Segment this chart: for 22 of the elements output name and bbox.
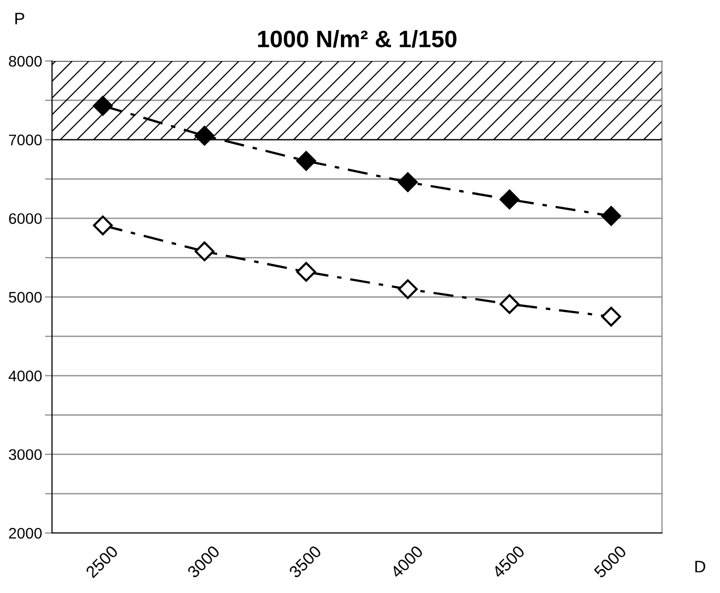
point bbox=[398, 172, 418, 192]
point bbox=[500, 190, 520, 210]
x-axis-title: D bbox=[695, 560, 706, 572]
chart-title: 1000 N/m² & 1/150 bbox=[258, 30, 456, 48]
y-tick-label: 8000 bbox=[8, 56, 42, 67]
point bbox=[398, 279, 418, 300]
point bbox=[500, 294, 520, 314]
point bbox=[296, 151, 316, 171]
y-tick-label: 5000 bbox=[8, 292, 42, 303]
y-tick-label: 2000 bbox=[9, 528, 42, 539]
y-tick-label: 4000 bbox=[8, 370, 42, 382]
point bbox=[92, 96, 113, 116]
point bbox=[194, 241, 214, 262]
point bbox=[601, 206, 622, 226]
y-tick-label: 6000 bbox=[9, 213, 42, 224]
point bbox=[296, 262, 316, 282]
y-tick-label: 3000 bbox=[8, 449, 42, 460]
y-axis-title: P bbox=[15, 12, 24, 24]
y-tick-label: 7000 bbox=[9, 134, 42, 146]
point bbox=[601, 306, 622, 327]
point bbox=[92, 216, 113, 236]
point bbox=[194, 126, 214, 146]
